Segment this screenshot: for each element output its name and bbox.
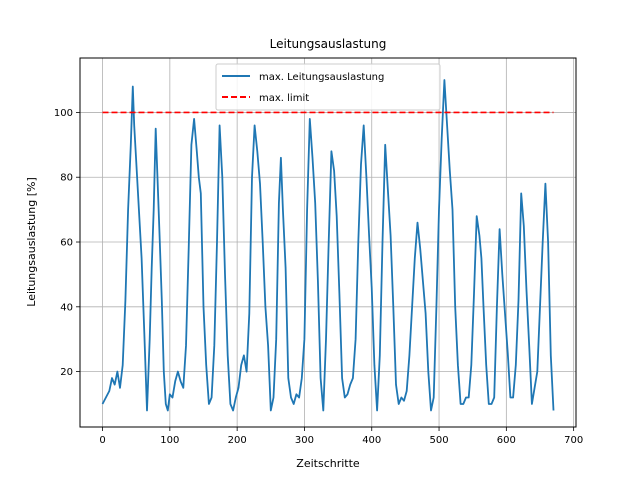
x-tick-label: 600: [497, 435, 516, 446]
x-tick-label: 0: [99, 435, 105, 446]
y-tick-label: 40: [60, 302, 73, 313]
x-axis: 0 100 200 300 400 500 600 700: [99, 427, 583, 446]
legend-label-series-1: max. limit: [259, 93, 309, 104]
legend-label-series-0: max. Leitungsauslastung: [259, 72, 384, 83]
y-axis: 20 40 60 80 100: [54, 108, 80, 378]
x-tick-label: 500: [429, 435, 448, 446]
plot-area-frame: [79, 57, 577, 428]
y-axis-title: Leitungsauslastung [%]: [25, 177, 38, 306]
x-axis-title: Zeitschritte: [296, 457, 360, 470]
x-tick-label: 400: [362, 435, 381, 446]
series-line-0: [101, 79, 555, 412]
y-tick-label: 20: [60, 367, 73, 378]
legend: max. Leitungsauslastung max. limit: [215, 63, 441, 111]
x-tick-label: 100: [160, 435, 179, 446]
legend-box: [215, 63, 441, 111]
x-tick-label: 700: [564, 435, 583, 446]
y-tick-label: 100: [54, 108, 73, 119]
y-tick-label: 60: [60, 238, 73, 249]
series-layer: [101, 79, 555, 412]
x-tick-label: 200: [228, 435, 247, 446]
x-tick-label: 300: [295, 435, 314, 446]
chart-title: Leitungsauslastung: [270, 37, 387, 51]
y-tick-label: 80: [60, 173, 73, 184]
